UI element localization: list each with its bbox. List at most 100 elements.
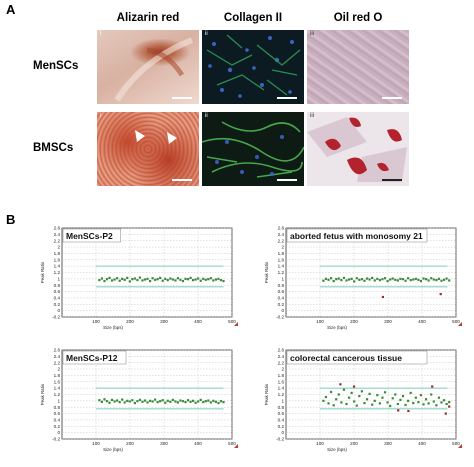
data-point	[371, 276, 374, 280]
data-point	[148, 399, 152, 402]
data-point	[371, 403, 374, 406]
data-point	[151, 277, 154, 280]
data-point	[448, 279, 451, 282]
y-tick-label: 0.2	[278, 302, 285, 307]
data-point	[337, 277, 340, 280]
data-point	[322, 399, 325, 402]
data-point	[389, 404, 392, 408]
data-point	[360, 390, 364, 393]
x-axis-label: Size (bps)	[103, 447, 123, 452]
x-tick-label: 200	[350, 319, 358, 324]
data-point	[105, 278, 109, 281]
y-tick-label: 2.4	[278, 354, 285, 359]
y-tick-label: 1.6	[54, 379, 61, 384]
data-point	[222, 401, 225, 404]
y-tick-label: 1.6	[54, 257, 61, 262]
data-point	[186, 278, 190, 281]
data-point	[161, 279, 164, 282]
data-point	[136, 279, 139, 282]
data-point	[123, 401, 126, 404]
micrograph-bmscs-oil-red-o: iii	[307, 112, 409, 186]
data-point	[126, 276, 129, 280]
data-point	[197, 277, 200, 280]
x-tick-label: 100	[316, 319, 324, 324]
data-point	[192, 399, 195, 402]
y-tick-label: 0.2	[278, 424, 285, 429]
data-point	[335, 398, 338, 401]
x-axis-label: Size (bps)	[327, 447, 347, 452]
y-tick-label: 0	[281, 308, 284, 313]
data-point	[332, 279, 335, 283]
corner-marker	[234, 444, 238, 448]
outlier-point	[339, 383, 342, 386]
y-tick-label: 2.2	[54, 238, 61, 243]
y-tick-label: 2.4	[54, 354, 61, 359]
x-tick-label: 500	[228, 319, 236, 324]
data-point	[340, 401, 343, 404]
data-point	[192, 279, 195, 282]
data-point	[194, 278, 197, 281]
data-point	[103, 279, 106, 283]
y-tick-label: 2	[281, 367, 284, 372]
data-point	[432, 278, 435, 281]
x-tick-label: 300	[384, 319, 392, 324]
y-tick-label: 0	[57, 430, 60, 435]
data-point	[396, 402, 399, 406]
data-point	[407, 277, 410, 280]
data-point	[440, 279, 443, 282]
data-point	[330, 390, 333, 394]
data-point	[401, 278, 405, 281]
y-tick-label: 0.4	[54, 296, 61, 301]
data-point	[194, 401, 197, 404]
data-point	[159, 400, 162, 403]
data-point	[181, 400, 185, 403]
y-tick-label: 0.4	[54, 418, 61, 423]
data-point	[126, 399, 129, 402]
data-point	[340, 279, 343, 282]
chart-menscs-p2: 2.62.42.2 21.81.6 1.41.21 0.80.6 0.40.20 -0.2…	[40, 226, 238, 330]
data-point	[164, 277, 167, 280]
row-header-menscs: MenSCs	[33, 60, 79, 72]
data-point	[128, 400, 131, 403]
data-point	[427, 402, 430, 405]
data-point	[391, 277, 394, 280]
data-point	[118, 401, 121, 404]
corner-marker	[458, 444, 462, 448]
y-tick-label: 1.4	[54, 386, 61, 391]
data-point	[207, 399, 210, 402]
data-point	[404, 279, 407, 282]
data-point	[376, 394, 379, 397]
data-point	[381, 396, 384, 399]
y-tick-label: 2.4	[54, 232, 61, 237]
data-point	[324, 277, 328, 280]
y-tick-label: 1.8	[54, 373, 61, 378]
y-axis-label: Peak Ratio	[40, 261, 45, 283]
sublabel: iii	[310, 113, 314, 119]
data-point	[322, 279, 325, 282]
data-point	[435, 279, 438, 282]
data-point	[217, 401, 220, 405]
y-tick-label: 0.4	[278, 418, 285, 423]
data-point	[442, 278, 446, 281]
data-point	[422, 403, 425, 406]
data-point	[342, 388, 346, 391]
data-point	[409, 391, 412, 395]
y-tick-label: 1	[57, 276, 60, 281]
data-point	[146, 401, 149, 404]
data-point	[148, 279, 152, 283]
data-point	[412, 401, 415, 405]
data-point	[189, 400, 192, 403]
data-point	[179, 399, 182, 402]
data-point	[437, 396, 441, 399]
y-tick-label: 2.2	[278, 238, 285, 243]
corner-marker	[234, 322, 238, 326]
y-tick-label: 2.2	[54, 360, 61, 365]
data-point	[159, 276, 162, 280]
micrograph-menscs-oil-red-o: iii	[307, 30, 409, 104]
outlier-point	[444, 412, 447, 415]
data-point	[154, 398, 157, 401]
micrograph-menscs-alizarin-red: i	[97, 30, 199, 104]
data-point	[350, 277, 353, 280]
y-tick-label: 1.4	[278, 264, 285, 269]
data-point	[383, 277, 387, 280]
